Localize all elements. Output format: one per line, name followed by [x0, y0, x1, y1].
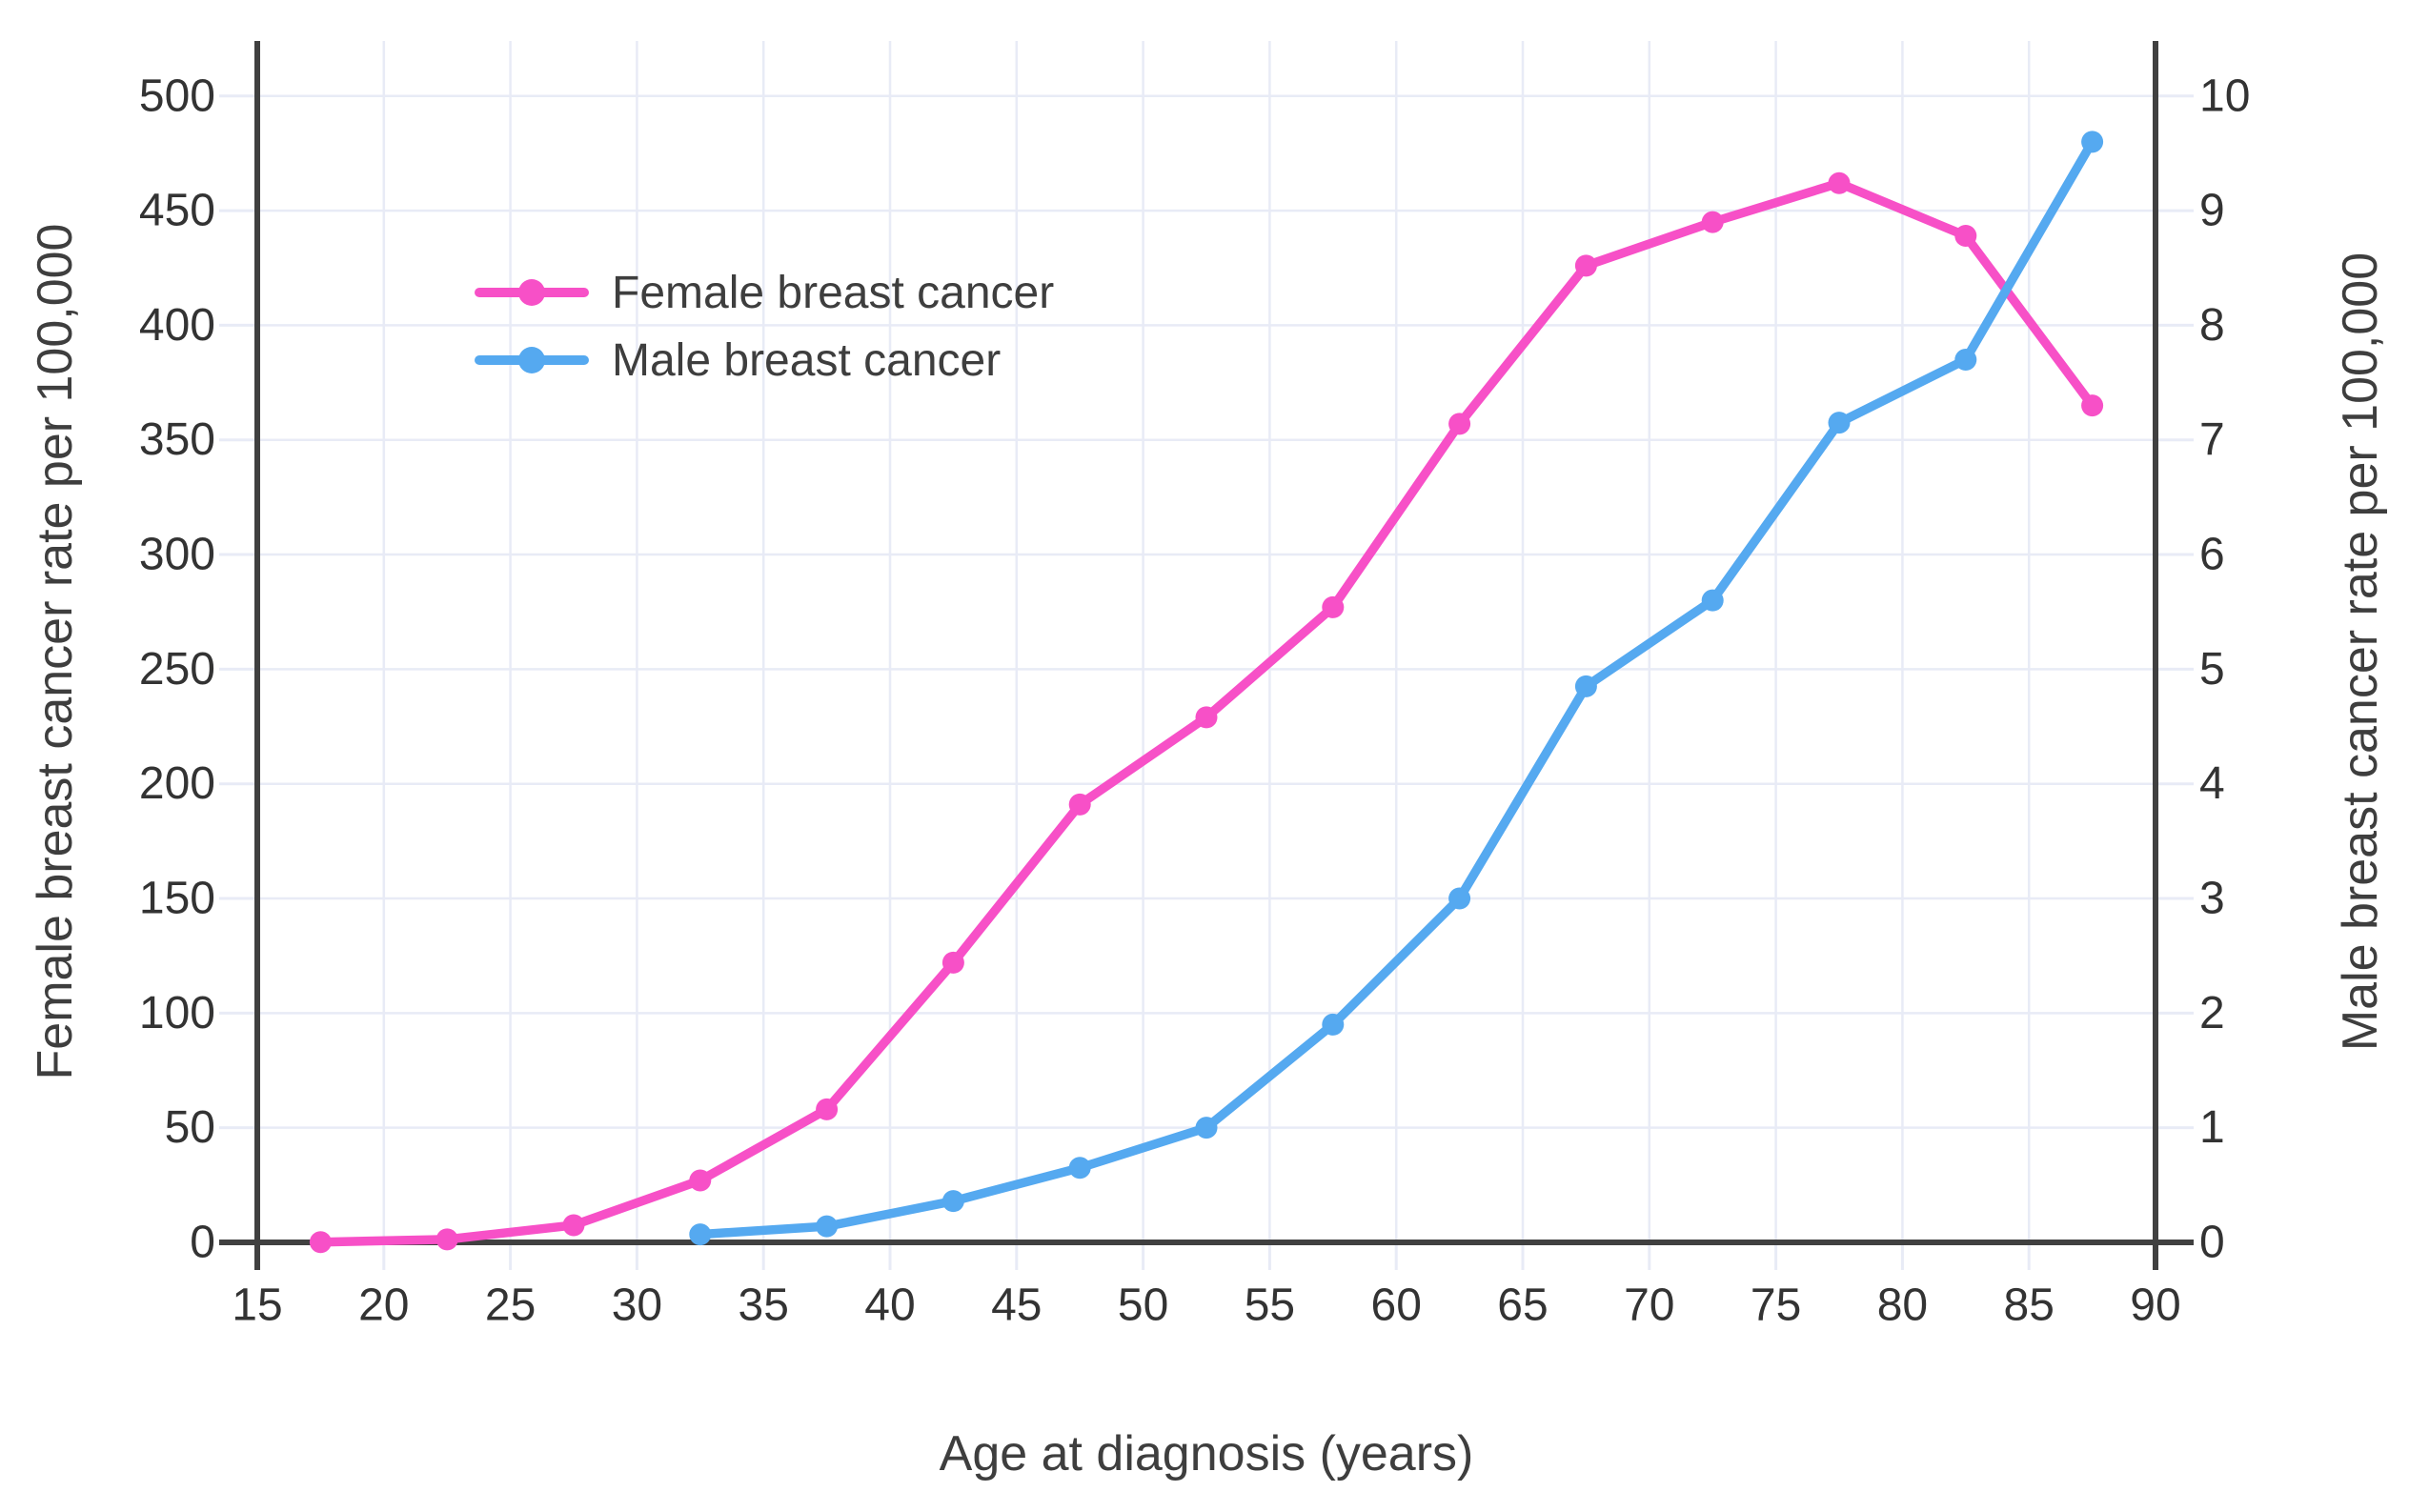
female-data-point — [941, 951, 964, 974]
male-data-point — [941, 1190, 964, 1213]
y-right-tick-label: 4 — [2199, 758, 2225, 809]
y-left-tick-label: 200 — [139, 758, 215, 809]
male-data-point — [1574, 675, 1597, 697]
female-series-swatch — [475, 263, 589, 322]
x-tick-label: 45 — [991, 1280, 1042, 1331]
male-data-point — [1701, 589, 1724, 612]
female-data-point — [1448, 413, 1471, 435]
y-left-tick-label: 0 — [190, 1218, 215, 1268]
legend-item-female: Female breast cancer — [475, 263, 1054, 322]
male-data-point — [1322, 1013, 1345, 1036]
y-right-tick-label: 7 — [2199, 414, 2225, 465]
x-tick-label: 85 — [2004, 1280, 2055, 1331]
female-data-point — [1068, 793, 1091, 816]
y-right-tick-label: 1 — [2199, 1102, 2225, 1153]
x-tick-label: 60 — [1371, 1280, 1422, 1331]
y-left-tick-label: 100 — [139, 988, 215, 1038]
x-tick-label: 55 — [1245, 1280, 1295, 1331]
y-right-tick-label: 2 — [2199, 988, 2225, 1038]
y-left-tick-label: 400 — [139, 300, 215, 351]
x-tick-label: 20 — [358, 1280, 409, 1331]
y-right-tick-label: 8 — [2199, 300, 2225, 351]
female-data-point — [562, 1214, 585, 1237]
y-right-tick-label: 5 — [2199, 644, 2225, 695]
y-left-tick-label: 350 — [139, 414, 215, 465]
y-axis-left-title: Female breast cancer rate per 100,000 — [28, 223, 83, 1080]
y-right-tick-label: 3 — [2199, 874, 2225, 924]
female-data-point — [1828, 171, 1851, 194]
x-axis-title: Age at diagnosis (years) — [939, 1426, 1474, 1482]
male-data-point — [1828, 412, 1851, 434]
male-data-point — [689, 1223, 712, 1246]
legend-label-male: Male breast cancer — [612, 334, 1002, 386]
female-data-point — [1195, 706, 1218, 729]
y-right-tick-label: 10 — [2199, 71, 2250, 121]
y-left-tick-label: 450 — [139, 186, 215, 236]
male-data-point — [1448, 887, 1471, 910]
y-right-tick-label: 6 — [2199, 530, 2225, 580]
male-data-point — [2081, 131, 2104, 153]
x-tick-label: 90 — [2130, 1280, 2180, 1331]
female-data-point — [435, 1228, 458, 1251]
y-left-tick-label: 250 — [139, 644, 215, 695]
y-right-tick-label: 0 — [2199, 1218, 2225, 1268]
x-tick-label: 80 — [1877, 1280, 1928, 1331]
male-data-point — [816, 1215, 839, 1238]
y-left-tick-label: 150 — [139, 874, 215, 924]
x-tick-label: 15 — [232, 1280, 282, 1331]
female-data-point — [309, 1231, 332, 1254]
x-tick-label: 25 — [485, 1280, 536, 1331]
female-data-point — [1701, 211, 1724, 233]
female-data-point — [689, 1169, 712, 1192]
x-tick-label: 30 — [612, 1280, 662, 1331]
female-data-point — [2081, 394, 2104, 417]
legend-item-male: Male breast cancer — [475, 331, 1001, 390]
y-left-tick-label: 300 — [139, 530, 215, 580]
male-series-line — [696, 137, 2097, 1240]
female-data-point — [816, 1098, 839, 1120]
y-right-tick-label: 9 — [2199, 186, 2225, 236]
female-data-point — [1574, 254, 1597, 277]
male-data-point — [1954, 349, 1977, 372]
legend-label-female: Female breast cancer — [612, 267, 1055, 318]
x-tick-label: 65 — [1497, 1280, 1548, 1331]
female-data-point — [1954, 225, 1977, 248]
male-dot-icon — [518, 347, 545, 373]
x-tick-label: 50 — [1118, 1280, 1168, 1331]
y-left-tick-label: 500 — [139, 71, 215, 121]
male-series-swatch — [475, 331, 589, 390]
male-data-point — [1068, 1157, 1091, 1179]
male-data-point — [1195, 1117, 1218, 1139]
x-tick-label: 35 — [739, 1280, 789, 1331]
y-left-tick-label: 50 — [165, 1102, 215, 1153]
x-tick-label: 70 — [1624, 1280, 1674, 1331]
y-axis-right-title: Male breast cancer rate per 100,000 — [2333, 252, 2388, 1052]
x-tick-label: 40 — [864, 1280, 915, 1331]
x-tick-label: 75 — [1751, 1280, 1801, 1331]
female-dot-icon — [518, 279, 545, 306]
female-data-point — [1322, 595, 1345, 618]
